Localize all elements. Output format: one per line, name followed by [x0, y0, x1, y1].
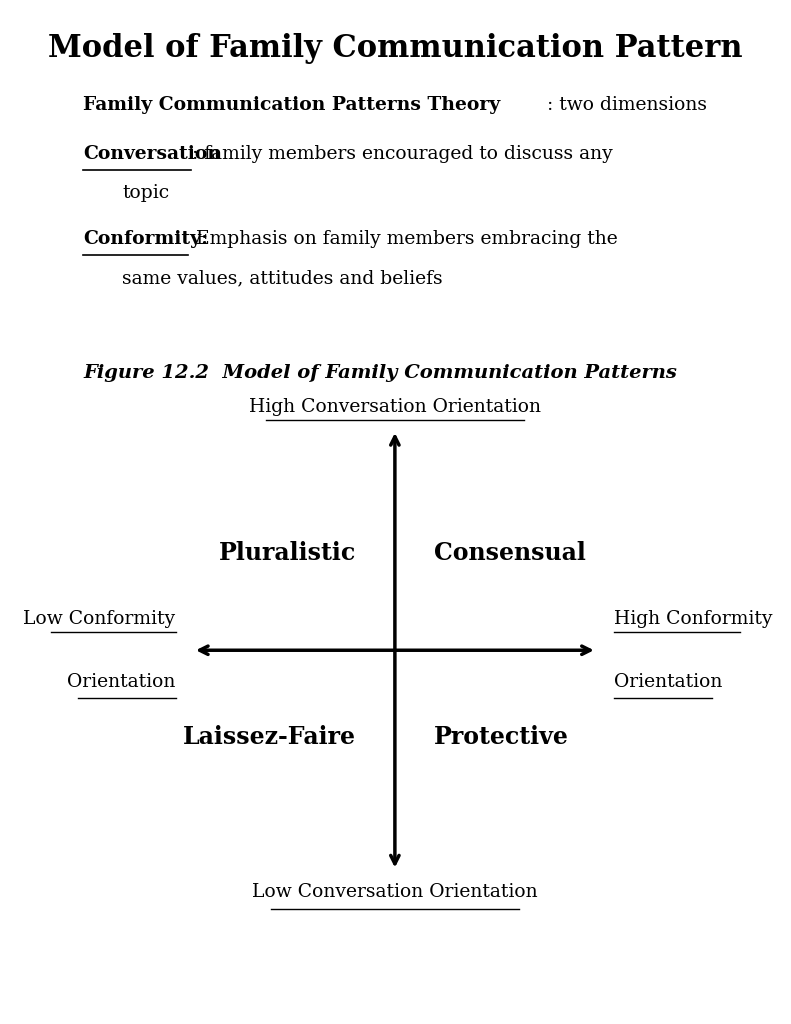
Text: Orientation: Orientation — [67, 673, 176, 691]
Text: Figure 12.2  Model of Family Communication Patterns: Figure 12.2 Model of Family Communicatio… — [83, 364, 677, 382]
Text: : two dimensions: : two dimensions — [547, 96, 707, 115]
Text: Low Conformity: Low Conformity — [23, 609, 176, 628]
Text: Low Conversation Orientation: Low Conversation Orientation — [252, 883, 538, 901]
Text: Emphasis on family members embracing the: Emphasis on family members embracing the — [190, 230, 617, 249]
Text: High Conversation Orientation: High Conversation Orientation — [249, 397, 541, 416]
Text: Orientation: Orientation — [615, 673, 723, 691]
Text: topic: topic — [123, 184, 169, 203]
Text: Model of Family Communication Pattern: Model of Family Communication Pattern — [47, 33, 742, 63]
Text: Laissez-Faire: Laissez-Faire — [183, 725, 356, 750]
Text: Conversation: Conversation — [83, 145, 221, 164]
Text: High Conformity: High Conformity — [615, 609, 773, 628]
Text: Pluralistic: Pluralistic — [218, 541, 356, 565]
Text: Conformity:: Conformity: — [83, 230, 208, 249]
Text: Family Communication Patterns Theory: Family Communication Patterns Theory — [83, 96, 501, 115]
Text: : family members encouraged to discuss any: : family members encouraged to discuss a… — [192, 145, 613, 164]
Text: Protective: Protective — [433, 725, 569, 750]
Text: same values, attitudes and beliefs: same values, attitudes and beliefs — [123, 269, 443, 288]
Text: Consensual: Consensual — [433, 541, 585, 565]
